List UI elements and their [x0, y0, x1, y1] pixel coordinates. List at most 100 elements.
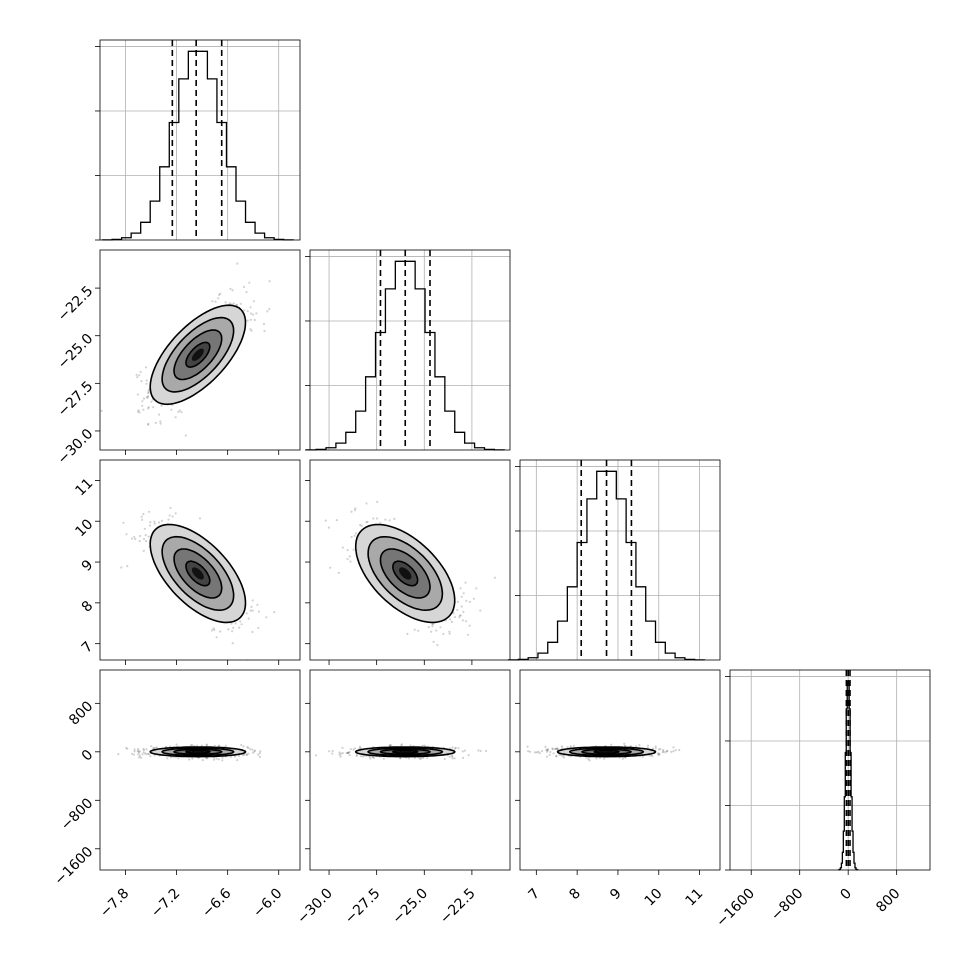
- scatter-point: [472, 597, 475, 600]
- scatter-point: [205, 743, 208, 746]
- scatter-point: [167, 518, 170, 521]
- scatter-point: [150, 400, 153, 403]
- scatter-point: [348, 750, 351, 754]
- scatter-point: [145, 379, 148, 382]
- scatter-point: [265, 616, 268, 619]
- contour-line: [149, 746, 247, 758]
- scatter-point: [651, 747, 655, 750]
- scatter-point: [160, 519, 163, 523]
- panel-content: [314, 743, 488, 761]
- scatter-point: [174, 512, 177, 515]
- scatter-point: [452, 612, 455, 615]
- scatter-point: [349, 748, 352, 751]
- scatter-point: [249, 609, 252, 612]
- scatter-point: [422, 756, 425, 760]
- scatter-point: [393, 517, 396, 521]
- scatter-point: [253, 750, 256, 753]
- scatter-point: [427, 626, 430, 629]
- scatter-point: [458, 616, 461, 619]
- x-tick-label: −800: [768, 886, 807, 925]
- scatter-point: [242, 753, 245, 757]
- scatter-point: [400, 744, 403, 747]
- scatter-point: [657, 754, 661, 757]
- x-tick-label: −30.0: [294, 886, 336, 928]
- scatter-point: [246, 310, 249, 313]
- scatter-point: [527, 750, 530, 753]
- scatter-point: [569, 745, 572, 748]
- scatter-point: [143, 527, 146, 530]
- scatter-point: [249, 328, 252, 331]
- density-fill: [399, 567, 412, 580]
- scatter-point: [545, 755, 549, 758]
- scatter-point: [479, 609, 482, 612]
- scatter-point: [230, 622, 233, 625]
- scatter-point: [493, 576, 496, 579]
- scatter-point: [257, 610, 260, 613]
- scatter-point: [372, 756, 375, 760]
- scatter-panel-2-0: 7 8 9 10 11: [72, 459, 301, 665]
- scatter-point: [399, 756, 402, 760]
- scatter-point: [137, 409, 140, 412]
- scatter-point: [149, 521, 152, 524]
- scatter-point: [545, 750, 549, 753]
- scatter-point: [178, 409, 181, 412]
- scatter-point: [144, 366, 148, 369]
- scatter-point: [126, 565, 129, 568]
- scatter-point: [148, 753, 151, 756]
- scatter-point: [339, 752, 342, 755]
- scatter-point: [253, 749, 257, 752]
- scatter-point: [650, 754, 653, 757]
- scatter-point: [587, 758, 590, 761]
- scatter-point: [358, 745, 362, 748]
- scatter-point: [229, 287, 232, 290]
- scatter-point: [354, 507, 357, 510]
- scatter-point: [467, 754, 470, 757]
- scatter-point: [347, 751, 350, 755]
- scatter-point: [147, 406, 150, 409]
- scatter-point: [122, 521, 125, 524]
- scatter-point: [561, 747, 564, 750]
- scatter-point: [538, 752, 541, 755]
- scatter-point: [526, 745, 529, 748]
- scatter-point: [140, 380, 143, 383]
- scatter-point: [561, 754, 564, 758]
- density-fill: [191, 567, 204, 580]
- panel-frame: [519, 669, 721, 871]
- x-tick-label: −7.8: [97, 886, 132, 921]
- scatter-point: [159, 420, 162, 423]
- scatter-point: [231, 289, 234, 292]
- contour-line: [185, 749, 211, 754]
- scatter-point: [413, 628, 416, 631]
- scatter-point: [229, 755, 232, 758]
- scatter-point: [252, 300, 255, 303]
- scatter-point: [154, 421, 157, 424]
- scatter-point: [448, 755, 451, 758]
- scatter-point: [251, 609, 254, 612]
- scatter-point: [100, 409, 103, 412]
- scatter-point: [656, 752, 660, 755]
- scatter-point: [347, 751, 350, 754]
- scatter-point: [678, 748, 681, 752]
- contour-line: [556, 746, 657, 758]
- y-tick-label: 10: [72, 516, 96, 540]
- scatter-point: [268, 308, 271, 311]
- scatter-point: [529, 750, 532, 753]
- scatter-point: [245, 291, 248, 294]
- scatter-point: [624, 744, 627, 748]
- scatter-point: [215, 757, 218, 760]
- scatter-point: [456, 600, 459, 604]
- scatter-point: [138, 754, 142, 757]
- y-tick-label: −30.0: [55, 426, 97, 468]
- scatter-point: [439, 626, 442, 629]
- scatter-point: [153, 754, 156, 757]
- scatter-point: [534, 751, 537, 754]
- scatter-point: [431, 623, 434, 626]
- scatter-point: [674, 749, 677, 752]
- scatter-point: [200, 744, 203, 747]
- scatter-point: [174, 416, 177, 419]
- scatter-point: [238, 626, 241, 629]
- scatter-point: [672, 750, 675, 753]
- scatter-point: [215, 636, 218, 639]
- scatter-point: [430, 630, 433, 633]
- scatter-point: [139, 370, 142, 374]
